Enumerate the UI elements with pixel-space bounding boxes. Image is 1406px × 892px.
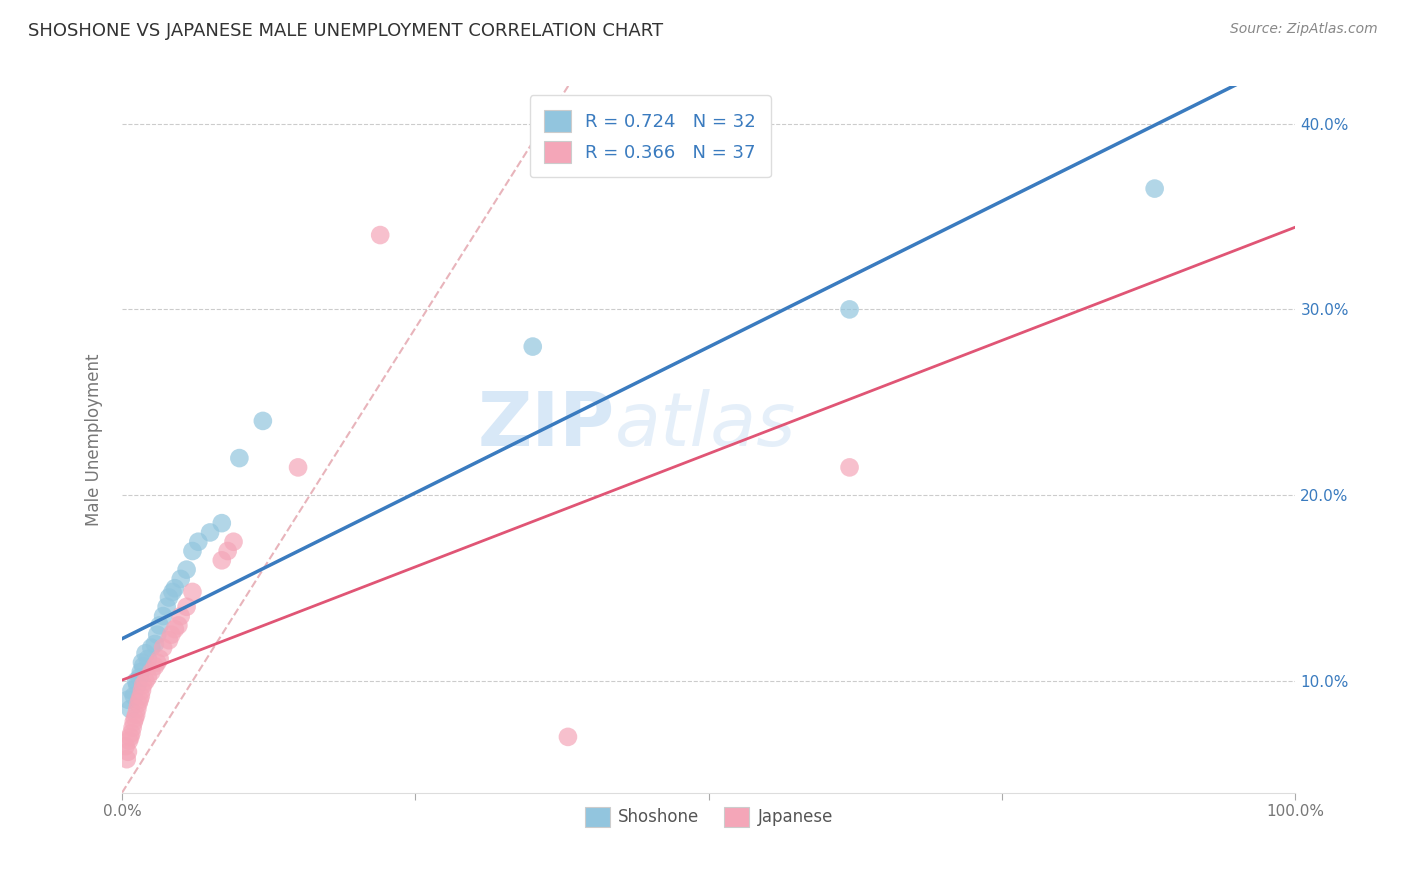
Point [557, 730, 579, 744]
Point [187, 534, 209, 549]
Point [160, 628, 183, 642]
Point [122, 714, 145, 729]
Point [115, 752, 138, 766]
Point [252, 414, 274, 428]
Legend: Shoshone, Japanese: Shoshone, Japanese [578, 800, 839, 834]
Point [156, 599, 179, 614]
Point [129, 665, 152, 679]
Point [149, 618, 172, 632]
Point [170, 572, 193, 586]
Point [141, 640, 163, 655]
Point [122, 689, 145, 703]
Point [120, 702, 142, 716]
Point [120, 730, 142, 744]
Text: SHOSHONE VS JAPANESE MALE UNEMPLOYMENT CORRELATION CHART: SHOSHONE VS JAPANESE MALE UNEMPLOYMENT C… [28, 22, 664, 40]
Point [211, 553, 233, 567]
Point [170, 609, 193, 624]
Text: atlas: atlas [614, 390, 796, 461]
Point [176, 599, 198, 614]
Point [217, 544, 239, 558]
Point [522, 340, 544, 354]
Point [129, 689, 152, 703]
Point [368, 228, 391, 243]
Point [136, 670, 159, 684]
Point [118, 733, 141, 747]
Y-axis label: Male Unemployment: Male Unemployment [86, 353, 103, 525]
Point [125, 674, 148, 689]
Point [117, 745, 139, 759]
Point [121, 721, 143, 735]
Point [128, 670, 150, 684]
Point [143, 659, 166, 673]
Point [120, 683, 142, 698]
Point [127, 702, 149, 716]
Point [222, 534, 245, 549]
Point [149, 652, 172, 666]
Point [163, 622, 186, 636]
Point [211, 516, 233, 530]
Text: ZIP: ZIP [478, 389, 614, 462]
Point [114, 739, 136, 754]
Point [157, 633, 180, 648]
Point [163, 581, 186, 595]
Point [198, 525, 221, 540]
Point [127, 697, 149, 711]
Point [134, 674, 156, 689]
Point [181, 544, 204, 558]
Point [125, 707, 148, 722]
Point [287, 460, 309, 475]
Point [162, 585, 184, 599]
Point [146, 628, 169, 642]
Point [176, 563, 198, 577]
Point [131, 683, 153, 698]
Point [152, 640, 174, 655]
Point [132, 678, 155, 692]
Point [838, 460, 860, 475]
Point [143, 637, 166, 651]
Point [136, 652, 159, 666]
Point [117, 692, 139, 706]
Point [146, 656, 169, 670]
Point [152, 609, 174, 624]
Point [167, 618, 190, 632]
Point [228, 451, 250, 466]
Point [127, 678, 149, 692]
Point [128, 692, 150, 706]
Point [131, 656, 153, 670]
Point [157, 591, 180, 605]
Text: Source: ZipAtlas.com: Source: ZipAtlas.com [1230, 22, 1378, 37]
Point [132, 659, 155, 673]
Point [134, 646, 156, 660]
Point [141, 665, 163, 679]
Point [838, 302, 860, 317]
Point [181, 585, 204, 599]
Point [120, 726, 142, 740]
Point [124, 711, 146, 725]
Point [1143, 181, 1166, 195]
